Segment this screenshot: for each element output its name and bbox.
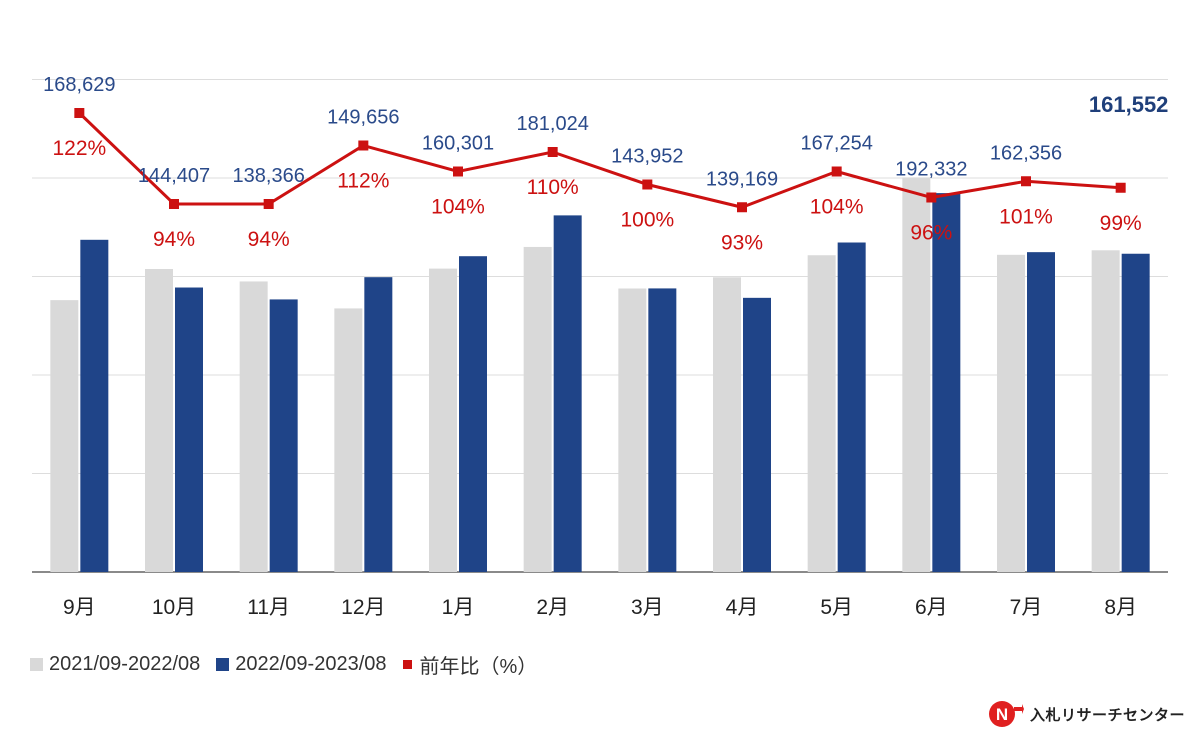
- pct-label: 94%: [248, 228, 290, 251]
- yoy-marker: [453, 166, 463, 177]
- value-label: 139,169: [706, 168, 778, 190]
- value-label: 149,656: [327, 107, 399, 129]
- pct-label: 122%: [52, 137, 106, 160]
- legend-swatch-2022: [216, 658, 230, 671]
- bar-2022: [175, 287, 203, 572]
- grid-lines: [32, 79, 1168, 573]
- value-label: 167,254: [801, 133, 873, 155]
- brand-logo-icon: N: [989, 701, 1024, 727]
- yoy-polyline: [78, 111, 1121, 209]
- yoy-marker: [926, 192, 937, 203]
- brand-logo-letter: N: [996, 705, 1008, 724]
- pct-label: 101%: [999, 205, 1053, 228]
- yoy-marker: [169, 199, 179, 209]
- pct-label: 96%: [910, 222, 952, 245]
- x-tick-label: 7月: [1010, 596, 1043, 619]
- bar-2022: [743, 297, 771, 572]
- value-label: 143,952: [611, 146, 683, 168]
- bar-2021: [807, 255, 836, 572]
- bar-2021: [50, 300, 79, 572]
- x-tick-label: 1月: [442, 596, 475, 619]
- bar-2022: [553, 215, 582, 572]
- x-tick-label: 11月: [247, 596, 290, 619]
- brand-logo: N 入札リサーチセンター: [988, 698, 1185, 730]
- x-axis-labels: 9月 10月 11月 12月 1月 2月 3月 4月 5月 6月 7月 8月: [63, 596, 1137, 619]
- value-label: 192,332: [895, 159, 967, 181]
- bar-2021: [1091, 250, 1120, 572]
- value-label: 160,301: [422, 133, 494, 155]
- bar-2021: [618, 288, 647, 572]
- yoy-marker: [737, 202, 747, 213]
- pct-label: 99%: [1100, 212, 1142, 235]
- legend-item-2022: 2022/09-2023/08: [216, 653, 387, 676]
- x-tick-label: 12月: [341, 596, 385, 619]
- x-tick-label: 2月: [536, 596, 569, 619]
- legend-item-2021: 2021/09-2022/08: [30, 653, 200, 676]
- value-label: 162,356: [990, 142, 1062, 164]
- yoy-marker: [547, 147, 558, 157]
- pct-label: 94%: [153, 228, 195, 251]
- yoy-marker: [358, 140, 369, 151]
- pct-label: 112%: [337, 170, 389, 193]
- bars: [50, 177, 1150, 572]
- x-tick-label: 4月: [726, 596, 759, 619]
- legend: 2021/09-2022/08 2022/09-2023/08 前年比（%）: [30, 650, 553, 679]
- bar-2021: [239, 281, 268, 572]
- bar-2021: [523, 246, 552, 572]
- bar-2021: [429, 268, 457, 572]
- yoy-line: [74, 108, 1126, 213]
- legend-swatch-2021: [30, 658, 43, 671]
- legend-label-yoy: 前年比（%）: [419, 656, 538, 678]
- bar-2022: [1027, 252, 1055, 572]
- bar-2022: [459, 256, 487, 572]
- bar-2021: [145, 269, 173, 572]
- value-label: 161,552: [1089, 92, 1169, 117]
- x-tick-label: 10月: [152, 596, 196, 619]
- legend-swatch-yoy: [402, 660, 412, 669]
- legend-label-2021: 2021/09-2022/08: [49, 653, 201, 675]
- bar-2021: [902, 177, 931, 572]
- bar-2022: [932, 193, 961, 572]
- bar-2021: [334, 308, 363, 572]
- bar-2022: [837, 242, 866, 572]
- value-label: 181,024: [517, 113, 589, 135]
- yoy-marker: [831, 166, 842, 177]
- x-tick-label: 5月: [820, 596, 853, 619]
- data-labels: 168,629 122% 144,407 94% 138,366 94% 149,656 11…: [43, 74, 1168, 254]
- yoy-marker: [1115, 182, 1126, 193]
- brand-name: 入札リサーチセンター: [1030, 706, 1186, 724]
- bar-2022: [648, 288, 677, 572]
- pct-label: 110%: [527, 176, 579, 199]
- x-tick-label: 9月: [63, 596, 96, 619]
- pct-label: 104%: [431, 196, 485, 219]
- x-tick-label: 3月: [631, 596, 664, 619]
- pct-label: 104%: [810, 196, 864, 219]
- yoy-marker: [642, 179, 653, 190]
- yoy-marker: [1021, 176, 1031, 187]
- yoy-marker: [74, 108, 85, 118]
- legend-item-yoy: 前年比（%）: [402, 650, 538, 679]
- pct-label: 100%: [620, 209, 674, 232]
- yoy-marker: [263, 199, 274, 209]
- x-tick-label: 6月: [915, 596, 948, 619]
- legend-label-2022: 2022/09-2023/08: [235, 653, 387, 675]
- bar-2021: [997, 254, 1025, 572]
- x-tick-label: 8月: [1104, 596, 1137, 619]
- pct-label: 93%: [721, 231, 763, 254]
- value-label: 138,366: [233, 165, 305, 187]
- bar-2022: [364, 277, 393, 572]
- bar-2021: [713, 277, 741, 572]
- bar-2022: [269, 299, 298, 572]
- value-label: 144,407: [138, 165, 210, 187]
- value-label: 168,629: [43, 74, 115, 96]
- bar-2022: [1121, 253, 1150, 572]
- bar-2022: [80, 239, 109, 572]
